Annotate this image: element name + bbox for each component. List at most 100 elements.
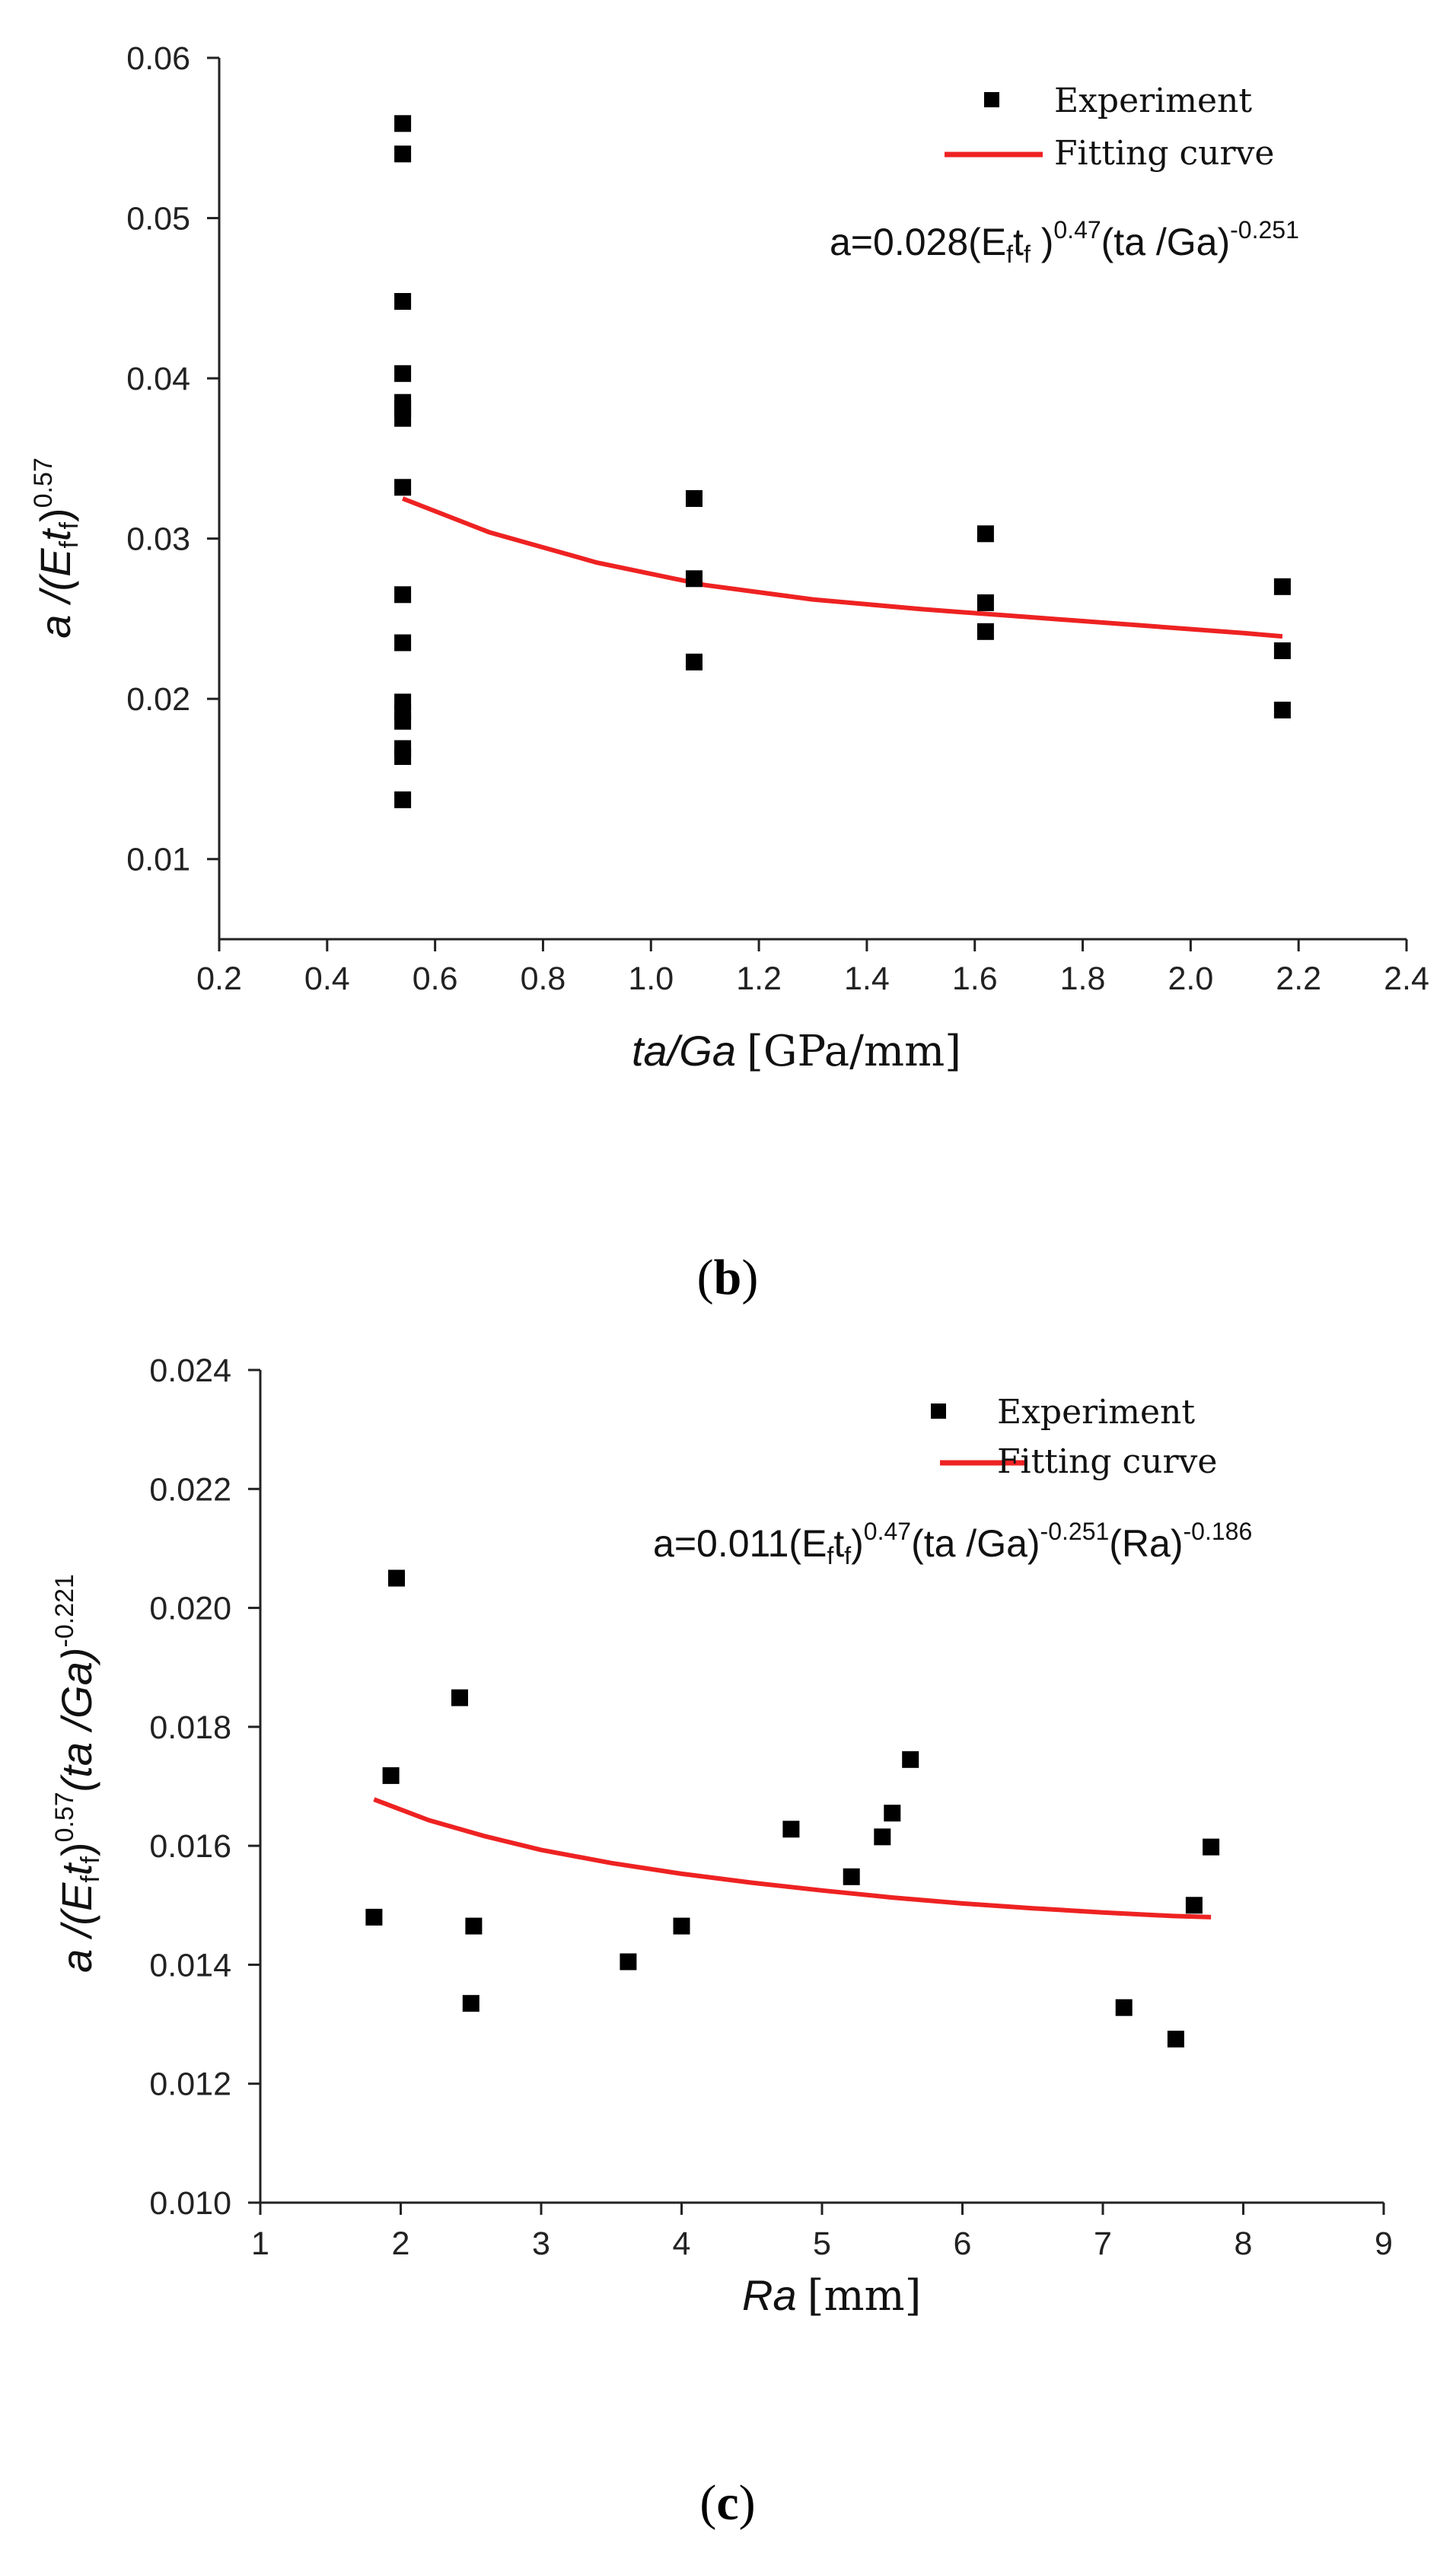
y-title-part: ): [31, 508, 79, 522]
x-tick-label: 2: [392, 2225, 410, 2262]
eq-part: t: [833, 1522, 844, 1565]
y-tick-label: 0.04: [126, 361, 190, 397]
eq-part: a=0.028(E: [830, 221, 1006, 263]
data-point: [451, 1689, 468, 1706]
data-point: [394, 634, 412, 652]
data-point: [977, 594, 994, 611]
legend-experiment-label: Experiment: [1054, 81, 1252, 120]
data-point: [686, 653, 703, 671]
data-point: [1273, 578, 1291, 595]
y-title-exp: 0.57: [50, 1792, 79, 1842]
eq-sub: f: [844, 1542, 851, 1569]
y-title-part: a /(E: [31, 548, 79, 639]
y-tick-label: 0.06: [126, 40, 190, 77]
x-tick-label: 1.8: [1060, 961, 1106, 997]
chart-b-points: [394, 115, 1291, 808]
x-tick-label: 1.2: [736, 961, 782, 997]
eq-part: (ta /Ga): [1101, 221, 1230, 263]
y-tick-label: 0.03: [126, 521, 190, 558]
data-point: [1273, 701, 1291, 718]
data-point: [394, 115, 412, 132]
eq-exp: -0.186: [1184, 1518, 1253, 1545]
chart-c: 1 2 3 4 5 6 7 8 9 0.010 0.012 0.014 0.016 0.018 0.020…: [50, 1352, 1393, 2531]
x-title-main: ta/Ga: [632, 1027, 736, 1075]
x-tick-label: 7: [1094, 2225, 1112, 2262]
y-tick-label: 0.018: [149, 1709, 231, 1746]
x-tick-label: 1.0: [628, 961, 674, 997]
x-tick-label: 0.6: [413, 961, 458, 997]
panel-c-letter: c: [716, 2475, 738, 2531]
data-point: [394, 479, 412, 496]
x-tick-label: 0.4: [304, 961, 350, 997]
data-point: [686, 490, 703, 507]
eq-part: (Ra): [1109, 1522, 1183, 1565]
eq-part: (ta /Ga): [911, 1522, 1040, 1565]
data-point: [394, 293, 412, 310]
x-tick-label: 5: [813, 2225, 831, 2262]
y-title-part: (ta /Ga): [53, 1648, 100, 1792]
fit-curve: [402, 496, 1283, 639]
y-tick-label: 0.010: [149, 2185, 231, 2222]
data-point: [673, 1917, 690, 1935]
x-tick-label: 2.4: [1384, 961, 1429, 997]
x-tick-label: 2.0: [1168, 961, 1213, 997]
y-title-sub: f: [76, 1875, 105, 1883]
data-point: [394, 748, 412, 765]
chart-c-equation: a=0.011(Eftf)0.47(ta /Ga)-0.251(Ra)-0.18…: [653, 1518, 1252, 1569]
eq-part: ): [1031, 221, 1054, 263]
data-point: [1167, 2031, 1184, 2048]
chart-b-x-title: ta/Ga [GPa/mm]: [632, 1027, 961, 1076]
x-tick-label: 1.6: [952, 961, 998, 997]
data-point: [874, 1828, 891, 1846]
panel-c-label: (c): [699, 2475, 755, 2531]
data-point: [365, 1908, 383, 1926]
data-point: [462, 1995, 479, 2012]
y-tick-label: 0.022: [149, 1471, 231, 1508]
x-tick-label: 8: [1235, 2225, 1253, 2262]
eq-part: ): [851, 1522, 864, 1565]
panel-b-paren-close: ): [741, 1250, 758, 1305]
data-point: [394, 409, 412, 427]
eq-sub: f: [1006, 241, 1013, 268]
y-title-sub: f: [76, 1856, 105, 1864]
panel-c-paren-close: ): [739, 2475, 756, 2531]
chart-b-equation: a=0.028(Eftf )0.47(ta /Ga)-0.251: [830, 216, 1299, 268]
data-point: [620, 1953, 637, 1971]
y-tick-label: 0.024: [149, 1352, 231, 1389]
data-point: [465, 1917, 483, 1935]
data-point: [686, 570, 703, 588]
chart-b: 0.2 0.4 0.6 0.8 1.0 1.2 1.4 1.6 1.8 2.0 2.2 2.4 0.0…: [29, 40, 1429, 1305]
chart-c-y-title: a /(Eftf)0.57(ta /Ga)-0.221: [50, 1574, 105, 1973]
eq-part: a: [653, 1522, 674, 1565]
y-tick-label: 0.016: [149, 1828, 231, 1865]
x-tick-label: 6: [954, 2225, 972, 2262]
legend-experiment-marker: [984, 92, 999, 107]
data-point: [394, 791, 412, 808]
data-point: [1115, 1999, 1133, 2016]
chart-c-axes: [259, 1370, 1384, 2204]
chart-c-legend: Experiment Fitting curve: [931, 1393, 1217, 1481]
panel-b-label: (b): [697, 1250, 759, 1305]
chart-b-legend: Experiment Fitting curve: [945, 81, 1274, 173]
y-title-part: t: [31, 527, 79, 541]
eq-sub: f: [1024, 241, 1031, 268]
legend-experiment-label: Experiment: [997, 1393, 1195, 1432]
data-point: [884, 1805, 901, 1822]
data-point: [394, 586, 412, 604]
chart-c-points: [365, 1569, 1220, 2048]
x-tick-label: 4: [673, 2225, 691, 2262]
x-tick-label: 1.4: [844, 961, 890, 997]
fit-curve: [373, 1797, 1212, 1920]
eq-sub: f: [827, 1542, 833, 1569]
y-title-exp: -0.221: [50, 1574, 79, 1647]
x-tick-label: 0.8: [521, 961, 566, 997]
y-tick-label: 0.012: [149, 2066, 231, 2103]
eq-exp: 0.47: [1053, 216, 1101, 244]
legend-fit-label: Fitting curve: [1054, 134, 1274, 173]
data-point: [1273, 642, 1291, 659]
data-point: [1185, 1897, 1203, 1914]
y-tick-label: 0.02: [126, 681, 190, 718]
chart-b-y-title: a /(Eftf)0.57: [29, 457, 84, 639]
data-point: [394, 365, 412, 382]
